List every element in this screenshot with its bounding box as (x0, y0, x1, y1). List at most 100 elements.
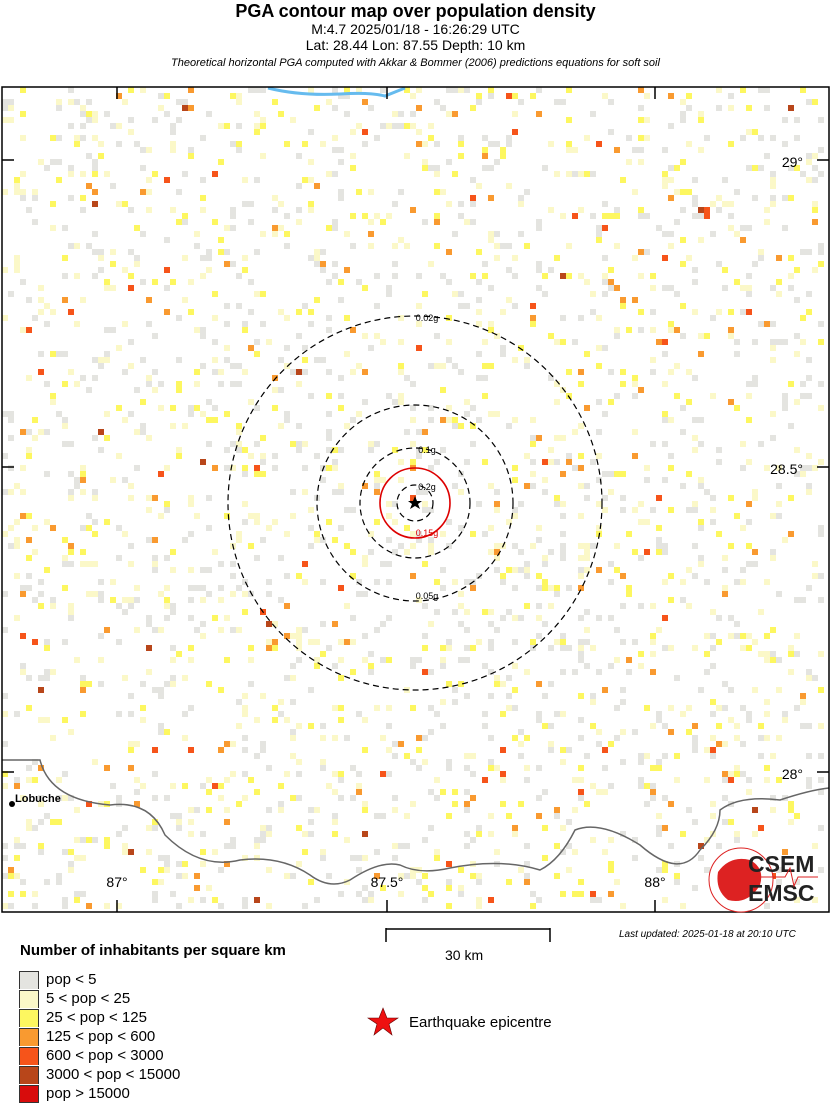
population-cell (608, 891, 614, 897)
population-cell (8, 903, 14, 909)
population-cell (32, 195, 38, 201)
population-cell (68, 123, 74, 129)
population-cell (8, 105, 14, 111)
population-cell (284, 345, 290, 351)
population-cell (728, 717, 734, 723)
population-cell (116, 603, 122, 609)
population-cell (98, 267, 104, 273)
population-cell (422, 873, 428, 879)
population-cell (284, 531, 290, 537)
population-cell (398, 543, 404, 549)
population-cell (728, 687, 734, 693)
population-cell (632, 453, 638, 459)
population-cell (296, 633, 302, 639)
population-cell (242, 321, 248, 327)
population-cell (20, 591, 26, 597)
population-cell (74, 135, 80, 141)
population-cell (236, 429, 242, 435)
population-cell (512, 585, 518, 591)
population-cell (212, 405, 218, 411)
population-cell (152, 771, 158, 777)
population-cell (368, 669, 374, 675)
population-cell (662, 645, 668, 651)
population-cell (146, 147, 152, 153)
population-cell (278, 783, 284, 789)
population-cell (416, 129, 422, 135)
population-cell (422, 561, 428, 567)
population-cell (458, 603, 464, 609)
population-cell (218, 867, 224, 873)
population-cell (674, 879, 680, 885)
population-cell (362, 99, 368, 105)
population-cell (152, 747, 158, 753)
population-cell (14, 261, 20, 267)
population-cell (458, 369, 464, 375)
population-cell (530, 435, 536, 441)
population-cell (338, 147, 344, 153)
population-cell (464, 87, 470, 93)
population-cell (260, 693, 266, 699)
population-cell (704, 135, 710, 141)
population-cell (146, 507, 152, 513)
population-cell (20, 489, 26, 495)
population-cell (104, 285, 110, 291)
population-cell (482, 363, 488, 369)
population-cell (566, 819, 572, 825)
population-cell (344, 603, 350, 609)
population-cell (194, 585, 200, 591)
population-cell (488, 87, 494, 93)
population-cell (254, 837, 260, 843)
population-cell (320, 249, 326, 255)
population-cell (68, 543, 74, 549)
population-cell (476, 93, 482, 99)
population-cell (578, 651, 584, 657)
population-cell (320, 357, 326, 363)
population-cell (764, 465, 770, 471)
population-cell (578, 369, 584, 375)
population-cell (194, 243, 200, 249)
population-cell (638, 501, 644, 507)
population-cell (20, 513, 26, 519)
population-cell (338, 585, 344, 591)
population-cell (704, 867, 710, 873)
population-cell (116, 345, 122, 351)
population-cell (428, 261, 434, 267)
population-cell (524, 357, 530, 363)
population-cell (224, 465, 230, 471)
population-cell (440, 447, 446, 453)
population-cell (266, 525, 272, 531)
population-cell (476, 879, 482, 885)
population-cell (710, 801, 716, 807)
population-cell (14, 183, 20, 189)
population-cell (194, 807, 200, 813)
population-cell (80, 207, 86, 213)
population-cell (608, 837, 614, 843)
population-cell (296, 573, 302, 579)
population-cell (236, 273, 242, 279)
population-cell (248, 777, 254, 783)
population-cell (326, 429, 332, 435)
population-cell (416, 87, 422, 93)
population-cell (56, 159, 62, 165)
population-cell (794, 705, 800, 711)
population-cell (668, 165, 674, 171)
population-cell (584, 627, 590, 633)
population-cell (170, 147, 176, 153)
population-cell (68, 195, 74, 201)
population-cell (38, 285, 44, 291)
population-cell (320, 141, 326, 147)
population-cell (140, 867, 146, 873)
population-cell (272, 621, 278, 627)
population-cell (242, 255, 248, 261)
population-cell (146, 615, 152, 621)
population-cell (476, 279, 482, 285)
population-cell (86, 387, 92, 393)
population-cell (764, 633, 770, 639)
population-cell (458, 621, 464, 627)
population-cell (650, 723, 656, 729)
population-cell (740, 645, 746, 651)
population-cell (38, 159, 44, 165)
population-cell (110, 183, 116, 189)
population-cell (236, 303, 242, 309)
population-cell (416, 597, 422, 603)
